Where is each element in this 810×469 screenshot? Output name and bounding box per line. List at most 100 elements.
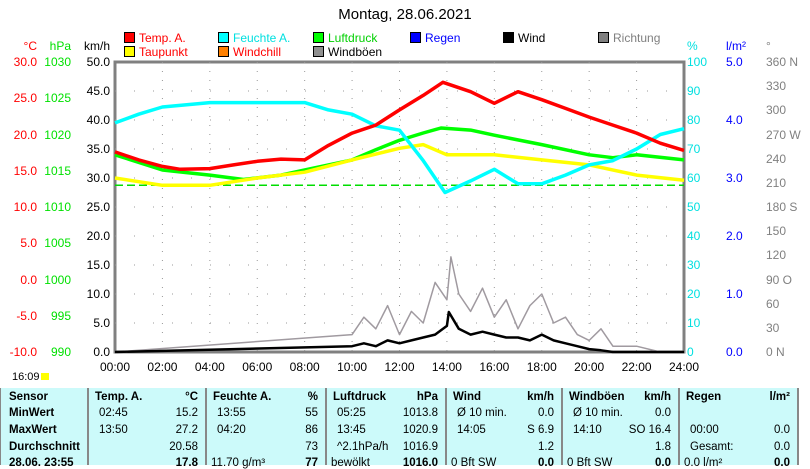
rain-axis-tick: 0.0	[726, 345, 743, 359]
cell-value: 0.0	[774, 424, 790, 436]
temp-axis-tick: 20.0	[13, 127, 37, 142]
direction-axis-tick: 180 S	[766, 200, 798, 214]
rain-axis-tick: 3.0	[726, 171, 743, 185]
cell-value: 1.2	[538, 441, 554, 453]
sunrise-time: 16:09	[12, 371, 40, 383]
humidity-axis-tick: 80	[687, 113, 701, 127]
wind-axis-tick: 0.0	[93, 345, 110, 359]
wind-axis-tick: 50.0	[86, 55, 110, 69]
pressure-axis-unit: hPa	[49, 39, 71, 53]
cell-time: 13:50	[99, 424, 128, 436]
series-luftdruck	[114, 126, 685, 182]
row-label: MaxWert	[9, 424, 57, 436]
time-tick: 00:00	[100, 360, 131, 374]
pressure-axis-tick: 1015	[44, 163, 71, 178]
humidity-axis-tick: 0	[687, 345, 694, 359]
column-unit: %	[307, 391, 318, 403]
cell-value: 1013.8	[402, 407, 438, 419]
time-tick: 02:00	[147, 360, 178, 374]
table-column	[87, 388, 207, 465]
legend-label: Windchill	[233, 45, 282, 59]
direction-axis-tick: 270 W	[766, 127, 801, 142]
cell-value: 73	[305, 441, 318, 453]
direction-axis-tick: 60	[766, 296, 780, 311]
temp-axis-tick: -10.0	[9, 345, 37, 359]
table-column	[445, 388, 563, 465]
legend-item: Luftdruck	[313, 31, 377, 45]
cell-time: Ø 10 min.	[457, 407, 507, 419]
rain-axis-tick: 5.0	[726, 55, 743, 69]
sun-icon	[41, 373, 49, 380]
temp-axis-tick: 10.0	[13, 200, 37, 214]
table-column	[1, 388, 89, 465]
direction-axis-tick: 120	[766, 248, 787, 263]
column-header: Feuchte A.	[213, 391, 272, 403]
column-header: Windböen	[569, 391, 625, 403]
cell-time: 00:00	[690, 424, 719, 436]
cell-value: 1.8	[655, 441, 671, 453]
column-header: Temp. A.	[95, 391, 143, 403]
direction-axis-tick: 30	[766, 320, 780, 335]
legend-label: Regen	[425, 31, 461, 45]
legend-label: Windböen	[328, 45, 383, 59]
pressure-axis-tick: 995	[50, 308, 71, 323]
cell-value: 0.0	[655, 407, 671, 419]
direction-axis-tick: 0 N	[766, 345, 785, 359]
legend-swatch	[598, 32, 609, 43]
chart-title: Montag, 28.06.2021	[338, 6, 472, 23]
wind-axis-tick: 30.0	[86, 171, 110, 185]
cell-time: 14:05	[457, 424, 486, 436]
legend-item: Taupunkt	[124, 45, 188, 59]
time-tick: 20:00	[574, 360, 605, 374]
wind-axis-tick: 10.0	[86, 287, 110, 301]
wind-axis-tick: 35.0	[86, 142, 110, 156]
cell-time: 14:10	[573, 424, 602, 436]
wind-axis-unit: km/h	[83, 39, 110, 53]
temp-axis-unit: °C	[23, 39, 37, 53]
temp-axis-tick: 0.0	[20, 272, 37, 287]
time-tick: 10:00	[337, 360, 368, 374]
cell-value: SO 16.4	[628, 424, 671, 436]
humidity-axis-tick: 40	[687, 229, 701, 243]
legend-label: Richtung	[613, 31, 661, 45]
humidity-axis-unit: %	[687, 39, 698, 53]
cell-time: Gesamt:	[690, 441, 734, 453]
humidity-axis-tick: 10	[687, 316, 701, 330]
temp-axis-tick: 30.0	[13, 55, 37, 69]
legend-item: Windböen	[313, 45, 382, 59]
legend-item: Windchill	[218, 45, 281, 59]
plot-area	[113, 60, 686, 354]
column-unit: km/h	[527, 391, 554, 403]
cell-time: bewölkt	[331, 457, 370, 469]
pressure-axis-tick: 1020	[44, 127, 71, 142]
cell-value: 1020.9	[402, 424, 438, 436]
cell-time: 13:55	[217, 407, 246, 419]
cell-value: 0.0	[538, 457, 554, 469]
pressure-axis-tick: 1025	[44, 91, 71, 106]
cell-time: ^2.1hPa/h	[337, 441, 389, 453]
column-header: Sensor	[9, 391, 48, 403]
direction-axis-tick: 240	[766, 151, 787, 166]
legend-swatch	[124, 32, 135, 43]
cell-time: 02:45	[99, 407, 128, 419]
legend-label: Temp. A.	[139, 31, 186, 45]
legend-item: Richtung	[598, 31, 660, 45]
legend-label: Feuchte A.	[233, 31, 291, 45]
cell-value: 77	[305, 457, 318, 469]
pressure-axis-tick: 990	[50, 345, 71, 359]
temp-axis-tick: -5.0	[16, 308, 37, 323]
cell-time: 11.70 g/m³	[211, 457, 266, 469]
rain-axis-tick: 2.0	[726, 229, 743, 243]
time-tick: 08:00	[289, 360, 320, 374]
cell-value: S 6.9	[527, 424, 554, 436]
pressure-axis-tick: 1000	[44, 272, 71, 287]
time-tick: 14:00	[431, 360, 462, 374]
wind-axis-tick: 25.0	[86, 200, 110, 214]
legend-swatch	[313, 46, 324, 57]
time-tick: 04:00	[194, 360, 225, 374]
time-tick: 22:00	[621, 360, 652, 374]
column-unit: °C	[185, 391, 198, 403]
legend-label: Wind	[518, 31, 546, 45]
temp-axis-tick: 5.0	[20, 236, 37, 251]
cell-value: 0.0	[538, 407, 554, 419]
